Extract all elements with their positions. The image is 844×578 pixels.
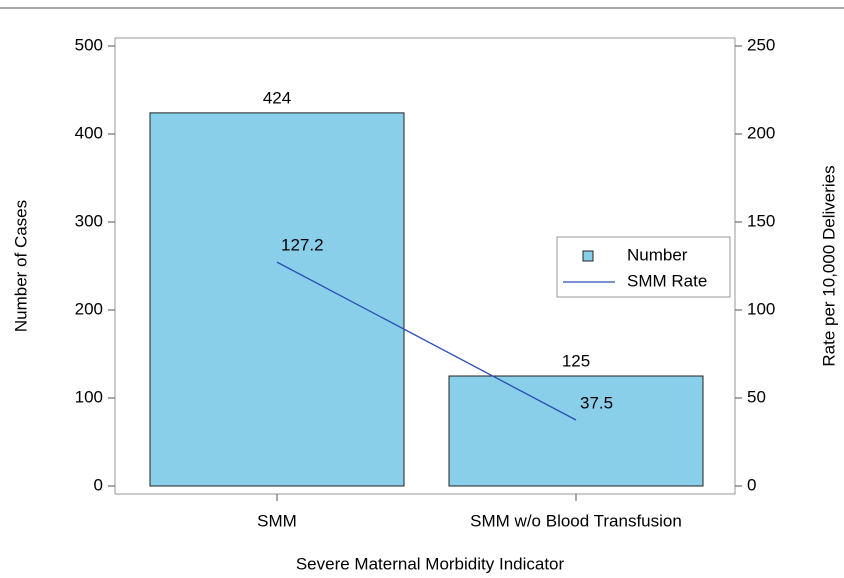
y2-tick-label: 200 <box>747 123 775 142</box>
y-tick-label: 300 <box>75 211 103 230</box>
line-value-label: 127.2 <box>281 236 324 255</box>
x-tick-label: SMM w/o Blood Transfusion <box>470 511 682 530</box>
bar <box>448 375 704 487</box>
y-tick-label: 500 <box>75 35 103 54</box>
y2-tick-label: 100 <box>747 299 775 318</box>
y-tick-label: 0 <box>94 475 103 494</box>
y-axis-label: Number of Cases <box>11 200 30 332</box>
bar-value-label: 424 <box>263 88 291 107</box>
legend-swatch <box>582 250 594 262</box>
line-value-label: 37.5 <box>580 393 613 412</box>
rate-line <box>276 261 577 421</box>
y2-axis-label: Rate per 10,000 Deliveries <box>819 165 838 366</box>
x-axis-label: Severe Maternal Morbidity Indicator <box>296 554 565 573</box>
y2-tick-label: 150 <box>747 211 775 230</box>
x-tick-label: SMM <box>257 511 297 530</box>
y2-tick-label: 250 <box>747 35 775 54</box>
y2-tick-label: 0 <box>747 475 756 494</box>
bar <box>149 112 405 487</box>
y2-tick-label: 50 <box>747 387 766 406</box>
plot-frame <box>114 37 736 495</box>
legend-label: Number <box>627 245 688 264</box>
y-tick-label: 100 <box>75 387 103 406</box>
y-tick-label: 200 <box>75 299 103 318</box>
legend-label: SMM Rate <box>627 271 707 290</box>
legend-box <box>556 236 731 298</box>
y-tick-label: 400 <box>75 123 103 142</box>
bar-value-label: 125 <box>562 351 590 370</box>
